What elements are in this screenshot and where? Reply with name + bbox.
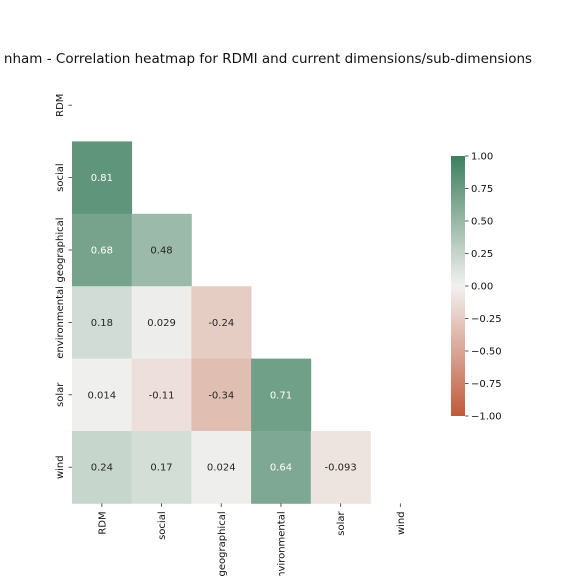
chart-title: nham - Correlation heatmap for RDMI and …: [4, 51, 532, 67]
heatmap-cell-label: 0.48: [150, 246, 172, 257]
heatmap-cell-social-RDM: [72, 141, 133, 215]
heatmap-cell-label: 0.18: [91, 318, 113, 329]
heatmap-cell-environmental-social: [131, 286, 192, 359]
x-axis-ticks: RDM social geographical environmental solar w…: [97, 503, 407, 576]
x-tick-label: geographical: [217, 511, 228, 576]
heatmap-cell-wind-geographical: [191, 431, 252, 504]
colorbar-tick-label: −1.00: [471, 412, 502, 423]
heatmap-cell-environmental-geographical: [191, 286, 252, 359]
heatmap-cell-wind-RDM: [72, 431, 133, 504]
colorbar-tick-label: 0.75: [471, 184, 493, 195]
heatmap-cell-label: -0.11: [149, 390, 175, 401]
heatmap-cell-label: -0.34: [208, 390, 234, 401]
heatmap-cell-label: 0.64: [270, 463, 292, 474]
y-tick-label: solar: [55, 382, 66, 407]
heatmap-cell-label: -0.24: [208, 318, 234, 329]
colorbar-tick-label: 0.25: [471, 249, 493, 260]
x-tick-label: environmental: [276, 511, 287, 576]
x-tick-label: RDM: [97, 511, 108, 534]
heatmap-cell-wind-solar: [310, 431, 371, 504]
heatmap-cell-label: -0.093: [325, 463, 357, 474]
heatmap-cell-geographical-social: [131, 213, 192, 287]
heatmap-cell-label: 0.68: [91, 246, 113, 257]
heatmap-cell-solar-geographical: [191, 358, 252, 432]
heatmap-cell-wind-environmental: [251, 431, 312, 504]
heatmap-cell-label: 0.014: [88, 390, 117, 401]
heatmap-cell-label: 0.81: [91, 173, 113, 184]
x-tick-label: social: [157, 511, 168, 540]
y-tick-label: RDM: [55, 94, 66, 117]
heatmap-cells: [72, 141, 371, 504]
heatmap-cell-wind-social: [131, 431, 192, 504]
colorbar-tick-label: 0.00: [471, 282, 493, 293]
y-tick-label: social: [55, 163, 66, 192]
heatmap-cell-label: 0.17: [150, 463, 172, 474]
colorbar-tick-label: 0.50: [471, 217, 493, 228]
heatmap-cell-labels: 0.81 0.68 0.48 0.18 0.029 -0.24 0.014 -0.11 -0.3…: [88, 173, 357, 474]
heatmap-cell-label: 0.24: [91, 463, 113, 474]
colorbar-tick-label: −0.75: [471, 379, 502, 390]
colorbar: 1.00 0.75 0.50 0.25 0.00 −0.25 −0.50 −0.75 −1.00: [451, 152, 502, 423]
x-tick-label: solar: [336, 511, 347, 536]
heatmap-cell-label: 0.71: [270, 390, 292, 401]
heatmap-cell-solar-environmental: [251, 358, 312, 432]
colorbar-tick-label: −0.25: [471, 314, 502, 325]
y-axis-ticks: RDM social geographical environmental solar w…: [55, 94, 72, 479]
heatmap-cell-label: 0.024: [207, 463, 236, 474]
heatmap-cell-solar-social: [131, 358, 192, 432]
heatmap-cell-geographical-RDM: [72, 213, 133, 287]
colorbar-tick-label: −0.50: [471, 347, 502, 358]
y-tick-label: environmental: [55, 286, 66, 359]
colorbar-tick-label: 1.00: [471, 152, 493, 163]
heatmap-cell-label: 0.029: [147, 318, 176, 329]
x-tick-label: wind: [396, 511, 407, 535]
y-tick-label: wind: [55, 455, 66, 479]
colorbar-gradient: [451, 156, 465, 416]
heatmap-cell-solar-RDM: [72, 358, 133, 432]
y-tick-label: geographical: [55, 217, 66, 282]
heatmap-cell-environmental-RDM: [72, 286, 133, 359]
